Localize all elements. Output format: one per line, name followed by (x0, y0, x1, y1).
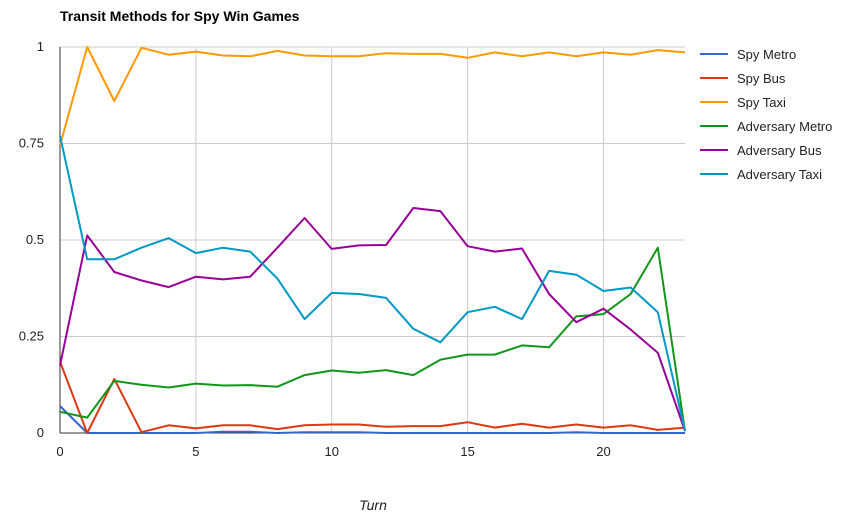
legend-label: Adversary Bus (737, 143, 822, 158)
x-tick-label: 20 (596, 444, 610, 459)
legend-item-adversary-taxi[interactable]: Adversary Taxi (700, 167, 822, 182)
series-line-adversary-metro (59, 246, 686, 432)
y-tick-label: 0.25 (19, 329, 44, 344)
y-tick-label: 0.5 (26, 232, 44, 247)
chart-title: Transit Methods for Spy Win Games (60, 8, 300, 24)
y-tick-label: 0 (37, 425, 44, 440)
legend-item-adversary-bus[interactable]: Adversary Bus (700, 143, 822, 158)
y-tick-label: 1 (37, 39, 44, 54)
legend-label: Adversary Taxi (737, 167, 822, 182)
legend-label: Spy Metro (737, 47, 796, 62)
legend-item-spy-taxi[interactable]: Spy Taxi (700, 95, 786, 110)
series-line-adversary-bus (59, 207, 686, 432)
legend[interactable]: Spy Metro Spy Bus Spy Taxi Adversary Metro A… (700, 47, 832, 182)
grid-layer (59, 46, 685, 434)
x-tick-label: 0 (56, 444, 63, 459)
x-tick-label: 10 (325, 444, 339, 459)
series-layer (59, 46, 686, 434)
legend-item-adversary-metro[interactable]: Adversary Metro (700, 119, 832, 134)
legend-label: Spy Bus (737, 71, 786, 86)
series-line-adversary-taxi (59, 135, 686, 432)
legend-label: Adversary Metro (737, 119, 832, 134)
x-tick-label: 5 (192, 444, 199, 459)
legend-label: Spy Taxi (737, 95, 786, 110)
series-line-spy-taxi (59, 46, 686, 146)
legend-item-spy-metro[interactable]: Spy Metro (700, 47, 796, 62)
x-axis-label: Turn (359, 497, 387, 513)
x-tick-label: 15 (460, 444, 474, 459)
series-line-spy-bus (59, 361, 686, 434)
series-line-spy-metro (59, 405, 685, 434)
legend-item-spy-bus[interactable]: Spy Bus (700, 71, 786, 86)
y-tick-label: 0.75 (19, 136, 44, 151)
